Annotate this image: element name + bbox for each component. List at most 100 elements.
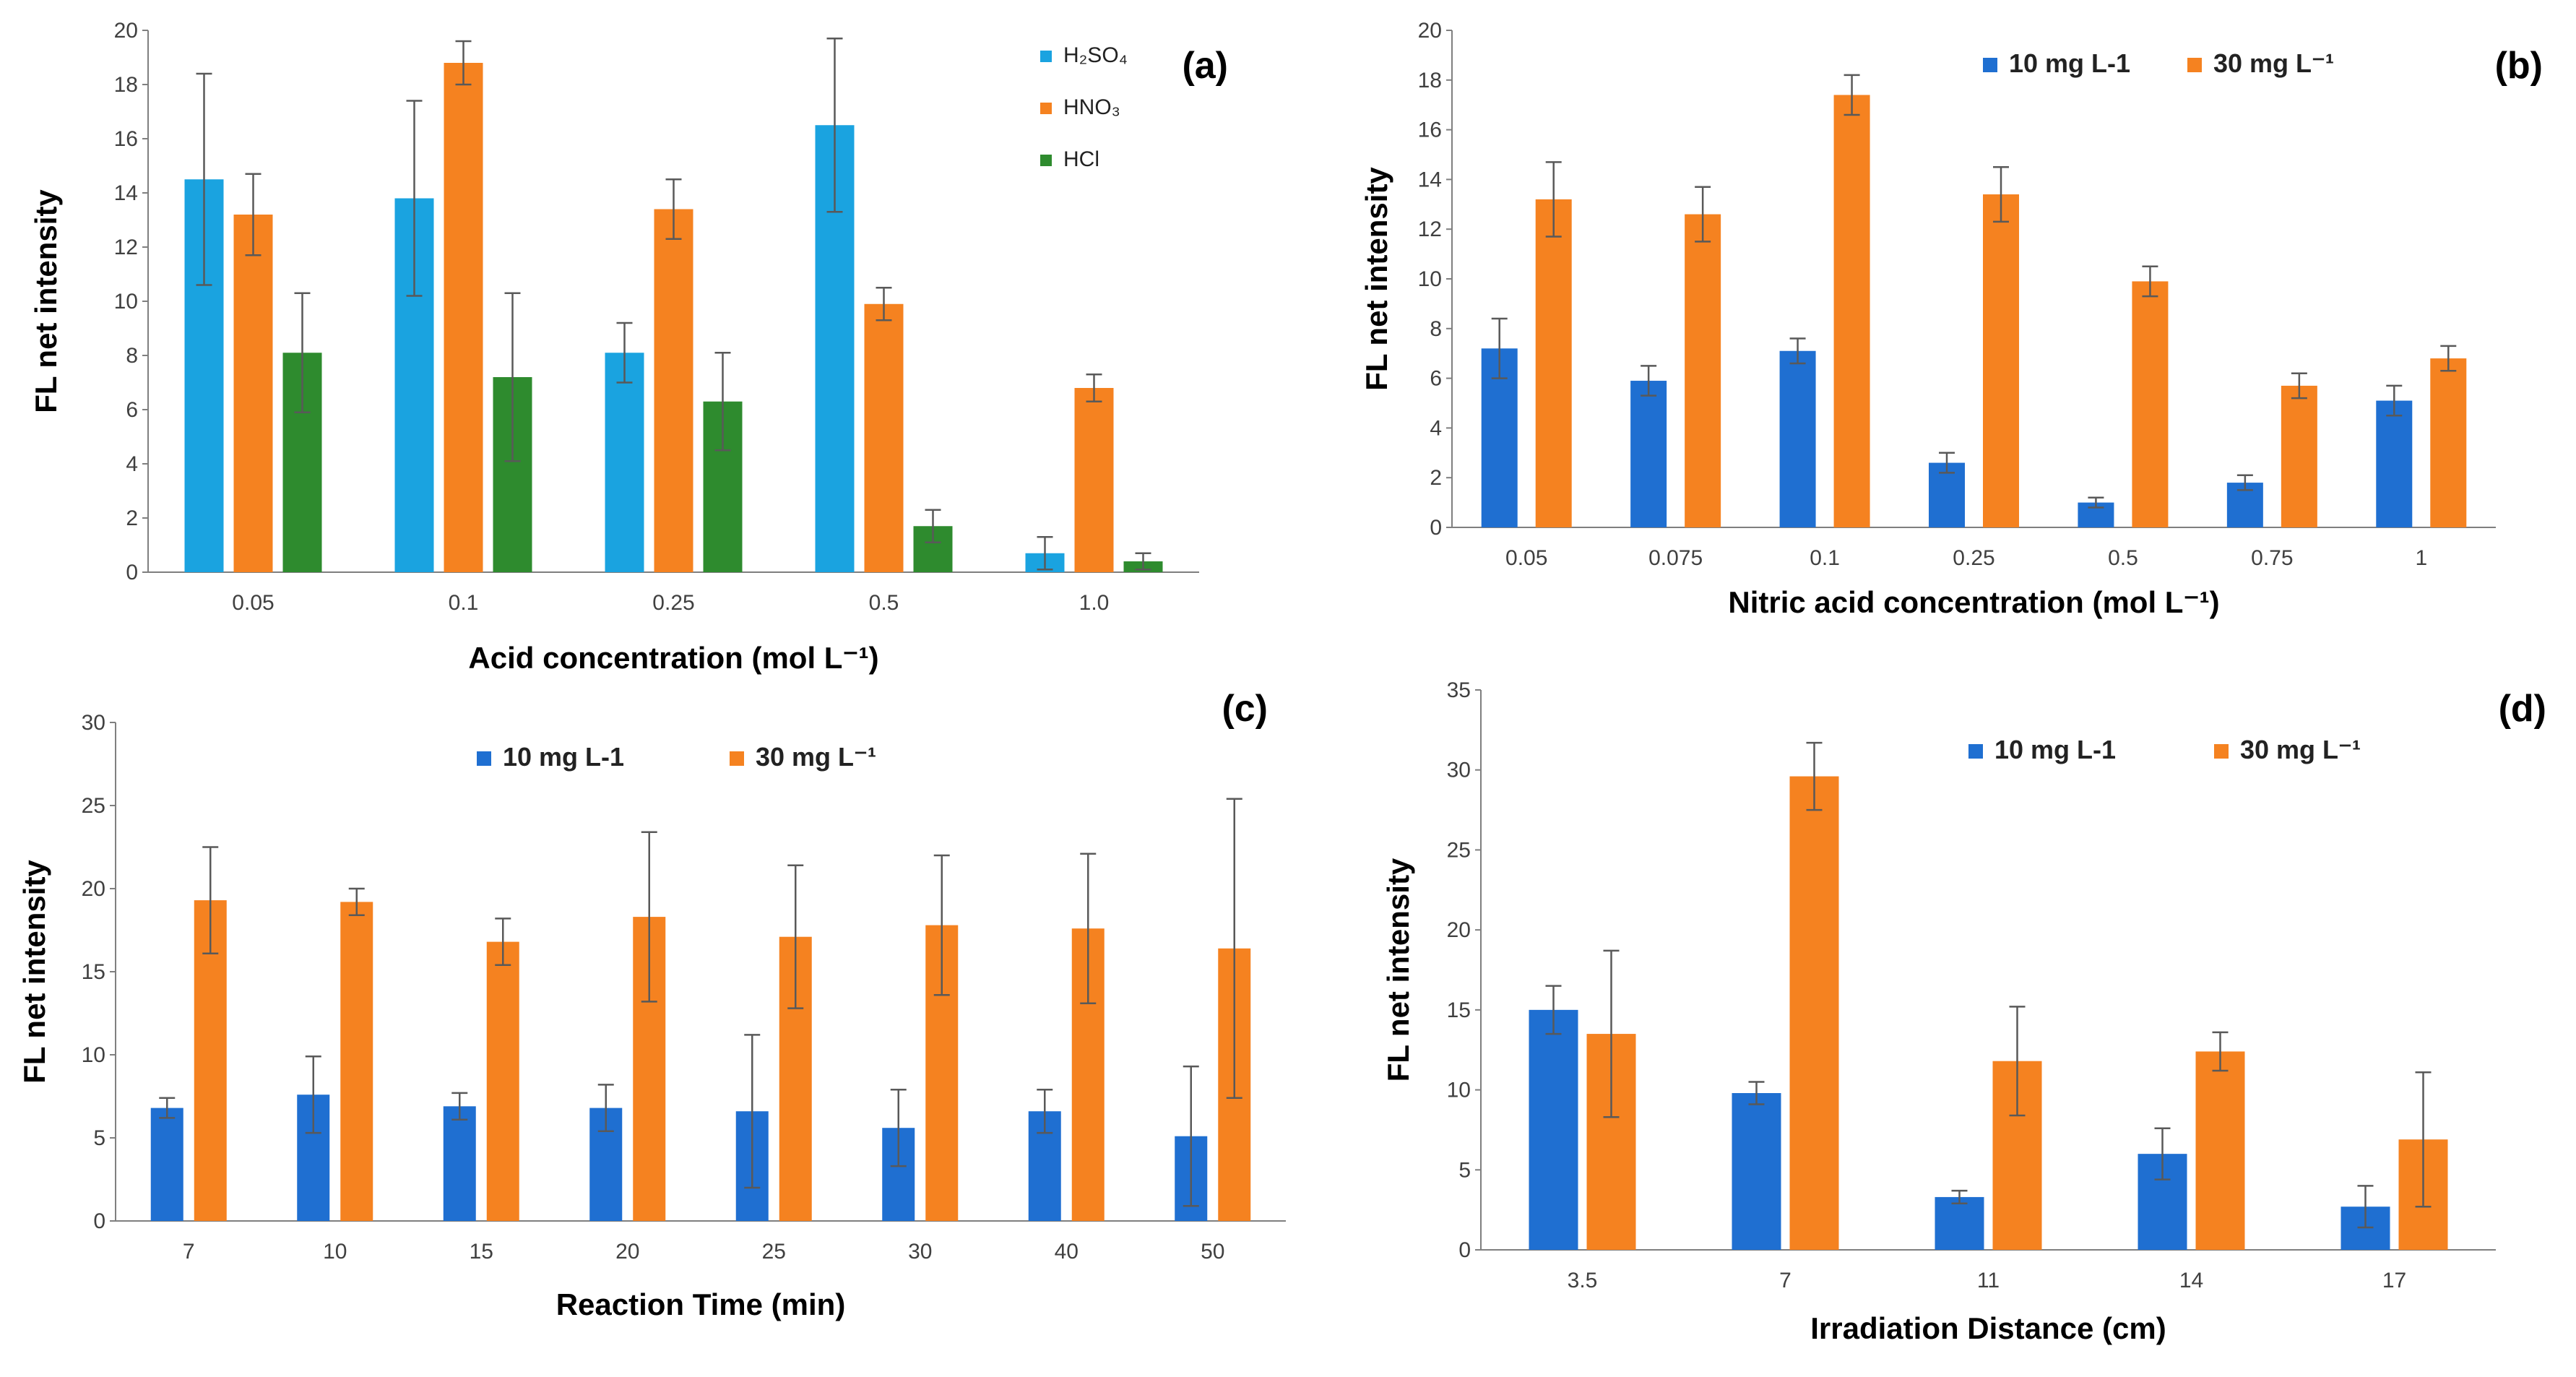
chart-panel-3: 0 5 10 15 20 25 30 35 3.5 7 11 14 17 Irradiation Dist…	[1381, 678, 2546, 1345]
bar	[150, 1108, 183, 1221]
legend-label: 10 mg L-1	[503, 742, 624, 772]
x-axis-title: Nitric acid concentration (mol L⁻¹)	[1728, 585, 2219, 619]
bar	[233, 215, 273, 572]
x-tick-label: 0.5	[869, 591, 899, 615]
legend-label: 30 mg L⁻¹	[756, 742, 876, 772]
x-tick-label: 0.1	[449, 591, 479, 615]
legend-label: 30 mg L⁻¹	[2213, 48, 2334, 78]
legend-swatch	[730, 751, 744, 766]
bar	[1779, 350, 1816, 527]
legend: 10 mg L-1 30 mg L⁻¹	[1983, 48, 2334, 78]
x-tick-label: 7	[183, 1240, 195, 1264]
bar	[2195, 1051, 2245, 1250]
legend: 10 mg L-1 30 mg L⁻¹	[477, 742, 876, 772]
y-tick-label: 30	[1447, 759, 1471, 782]
y-tick-label: 35	[1447, 678, 1471, 702]
y-tick-label: 10	[1418, 267, 1442, 291]
chart-panel-0: 0 2 4 6 8 10 12 14 16 18 20 0.05 0.1 0.25 0.5 1.0 Acid c…	[29, 19, 1228, 675]
bar	[1789, 776, 1839, 1250]
x-tick-label: 0.05	[232, 591, 274, 615]
y-tick-label: 2	[1430, 466, 1442, 490]
legend-swatch	[2214, 744, 2229, 759]
bar	[1983, 194, 2019, 527]
x-tick-label: 1	[2415, 546, 2427, 570]
x-tick-label: 0.25	[652, 591, 694, 615]
legend: 10 mg L-1 30 mg L⁻¹	[1968, 735, 2361, 764]
y-axis-title: FL net intensity	[1381, 858, 1415, 1082]
y-tick-label: 0	[1458, 1238, 1471, 1262]
y-tick-label: 10	[114, 290, 138, 314]
x-tick-label: 0.075	[1648, 546, 1703, 570]
x-tick-label: 0.1	[1810, 546, 1840, 570]
y-tick-label: 6	[1430, 367, 1442, 391]
y-tick-label: 18	[114, 73, 138, 97]
bar	[1074, 388, 1114, 572]
legend-label: 10 mg L-1	[2009, 48, 2130, 78]
bar	[1685, 214, 1721, 527]
bar	[444, 63, 483, 572]
y-axis-title: FL net intensity	[29, 189, 63, 413]
y-tick-label: 30	[82, 711, 105, 735]
legend-label: HCl	[1063, 147, 1099, 171]
x-tick-label: 15	[470, 1240, 493, 1264]
y-tick-label: 20	[114, 19, 138, 43]
bar	[340, 902, 373, 1221]
x-tick-label: 0.5	[2108, 546, 2138, 570]
y-tick-label: 8	[1430, 317, 1442, 341]
y-tick-label: 4	[126, 452, 138, 476]
y-axis-title: FL net intensity	[1360, 167, 1393, 391]
y-tick-label: 0	[1430, 516, 1442, 540]
x-tick-label: 20	[615, 1240, 639, 1264]
x-tick-label: 25	[762, 1240, 786, 1264]
x-tick-label: 30	[908, 1240, 932, 1264]
y-tick-label: 0	[126, 561, 138, 584]
y-tick-label: 12	[1418, 217, 1442, 241]
x-tick-label: 14	[2179, 1269, 2203, 1292]
legend-label: HNO₃	[1063, 95, 1120, 119]
x-tick-label: 0.75	[2251, 546, 2293, 570]
x-tick-label: 0.25	[1953, 546, 1994, 570]
x-tick-label: 40	[1055, 1240, 1079, 1264]
y-tick-label: 2	[126, 506, 138, 530]
panel-label: (c)	[1222, 688, 1268, 730]
x-tick-label: 7	[1779, 1269, 1791, 1292]
x-tick-label: 11	[1977, 1269, 2000, 1292]
legend-swatch	[1968, 744, 1983, 759]
y-tick-label: 15	[1447, 998, 1471, 1022]
y-tick-label: 25	[82, 794, 105, 818]
bar	[605, 353, 644, 572]
x-axis-title: Reaction Time (min)	[556, 1287, 846, 1321]
bar	[2281, 385, 2317, 527]
legend-swatch	[2187, 58, 2202, 72]
y-tick-label: 20	[1418, 19, 1442, 43]
legend: H₂SO₄ HNO₃ HCl	[1040, 43, 1128, 171]
legend-label: 10 mg L-1	[1994, 735, 2116, 764]
bar	[2376, 400, 2413, 527]
x-tick-label: 1.0	[1079, 591, 1110, 615]
bar	[486, 941, 519, 1221]
y-tick-label: 0	[93, 1209, 105, 1233]
y-tick-label: 12	[114, 236, 138, 259]
y-tick-label: 25	[1447, 838, 1471, 862]
bar	[2430, 358, 2467, 527]
legend-swatch	[1040, 103, 1052, 114]
bar	[1529, 1009, 1578, 1250]
y-tick-label: 6	[126, 398, 138, 422]
panel-label: (b)	[2495, 45, 2543, 87]
y-tick-label: 15	[82, 960, 105, 984]
y-tick-label: 14	[114, 181, 138, 205]
x-axis-title: Acid concentration (mol L⁻¹)	[468, 641, 878, 675]
bar	[1535, 199, 1572, 527]
y-tick-label: 5	[93, 1126, 105, 1150]
legend-swatch	[1983, 58, 1997, 72]
y-axis-title: FL net intensity	[17, 860, 51, 1084]
legend-swatch	[1040, 51, 1052, 62]
bar	[1732, 1093, 1781, 1250]
y-tick-label: 10	[82, 1043, 105, 1067]
y-tick-label: 20	[82, 877, 105, 901]
bar	[443, 1106, 476, 1221]
chart-panel-2: 0 5 10 15 20 25 30 7 10 15 20 25 30 40 50 Reaction Time…	[17, 688, 1286, 1321]
x-tick-label: 50	[1201, 1240, 1224, 1264]
x-axis-title: Irradiation Distance (cm)	[1810, 1311, 2166, 1345]
